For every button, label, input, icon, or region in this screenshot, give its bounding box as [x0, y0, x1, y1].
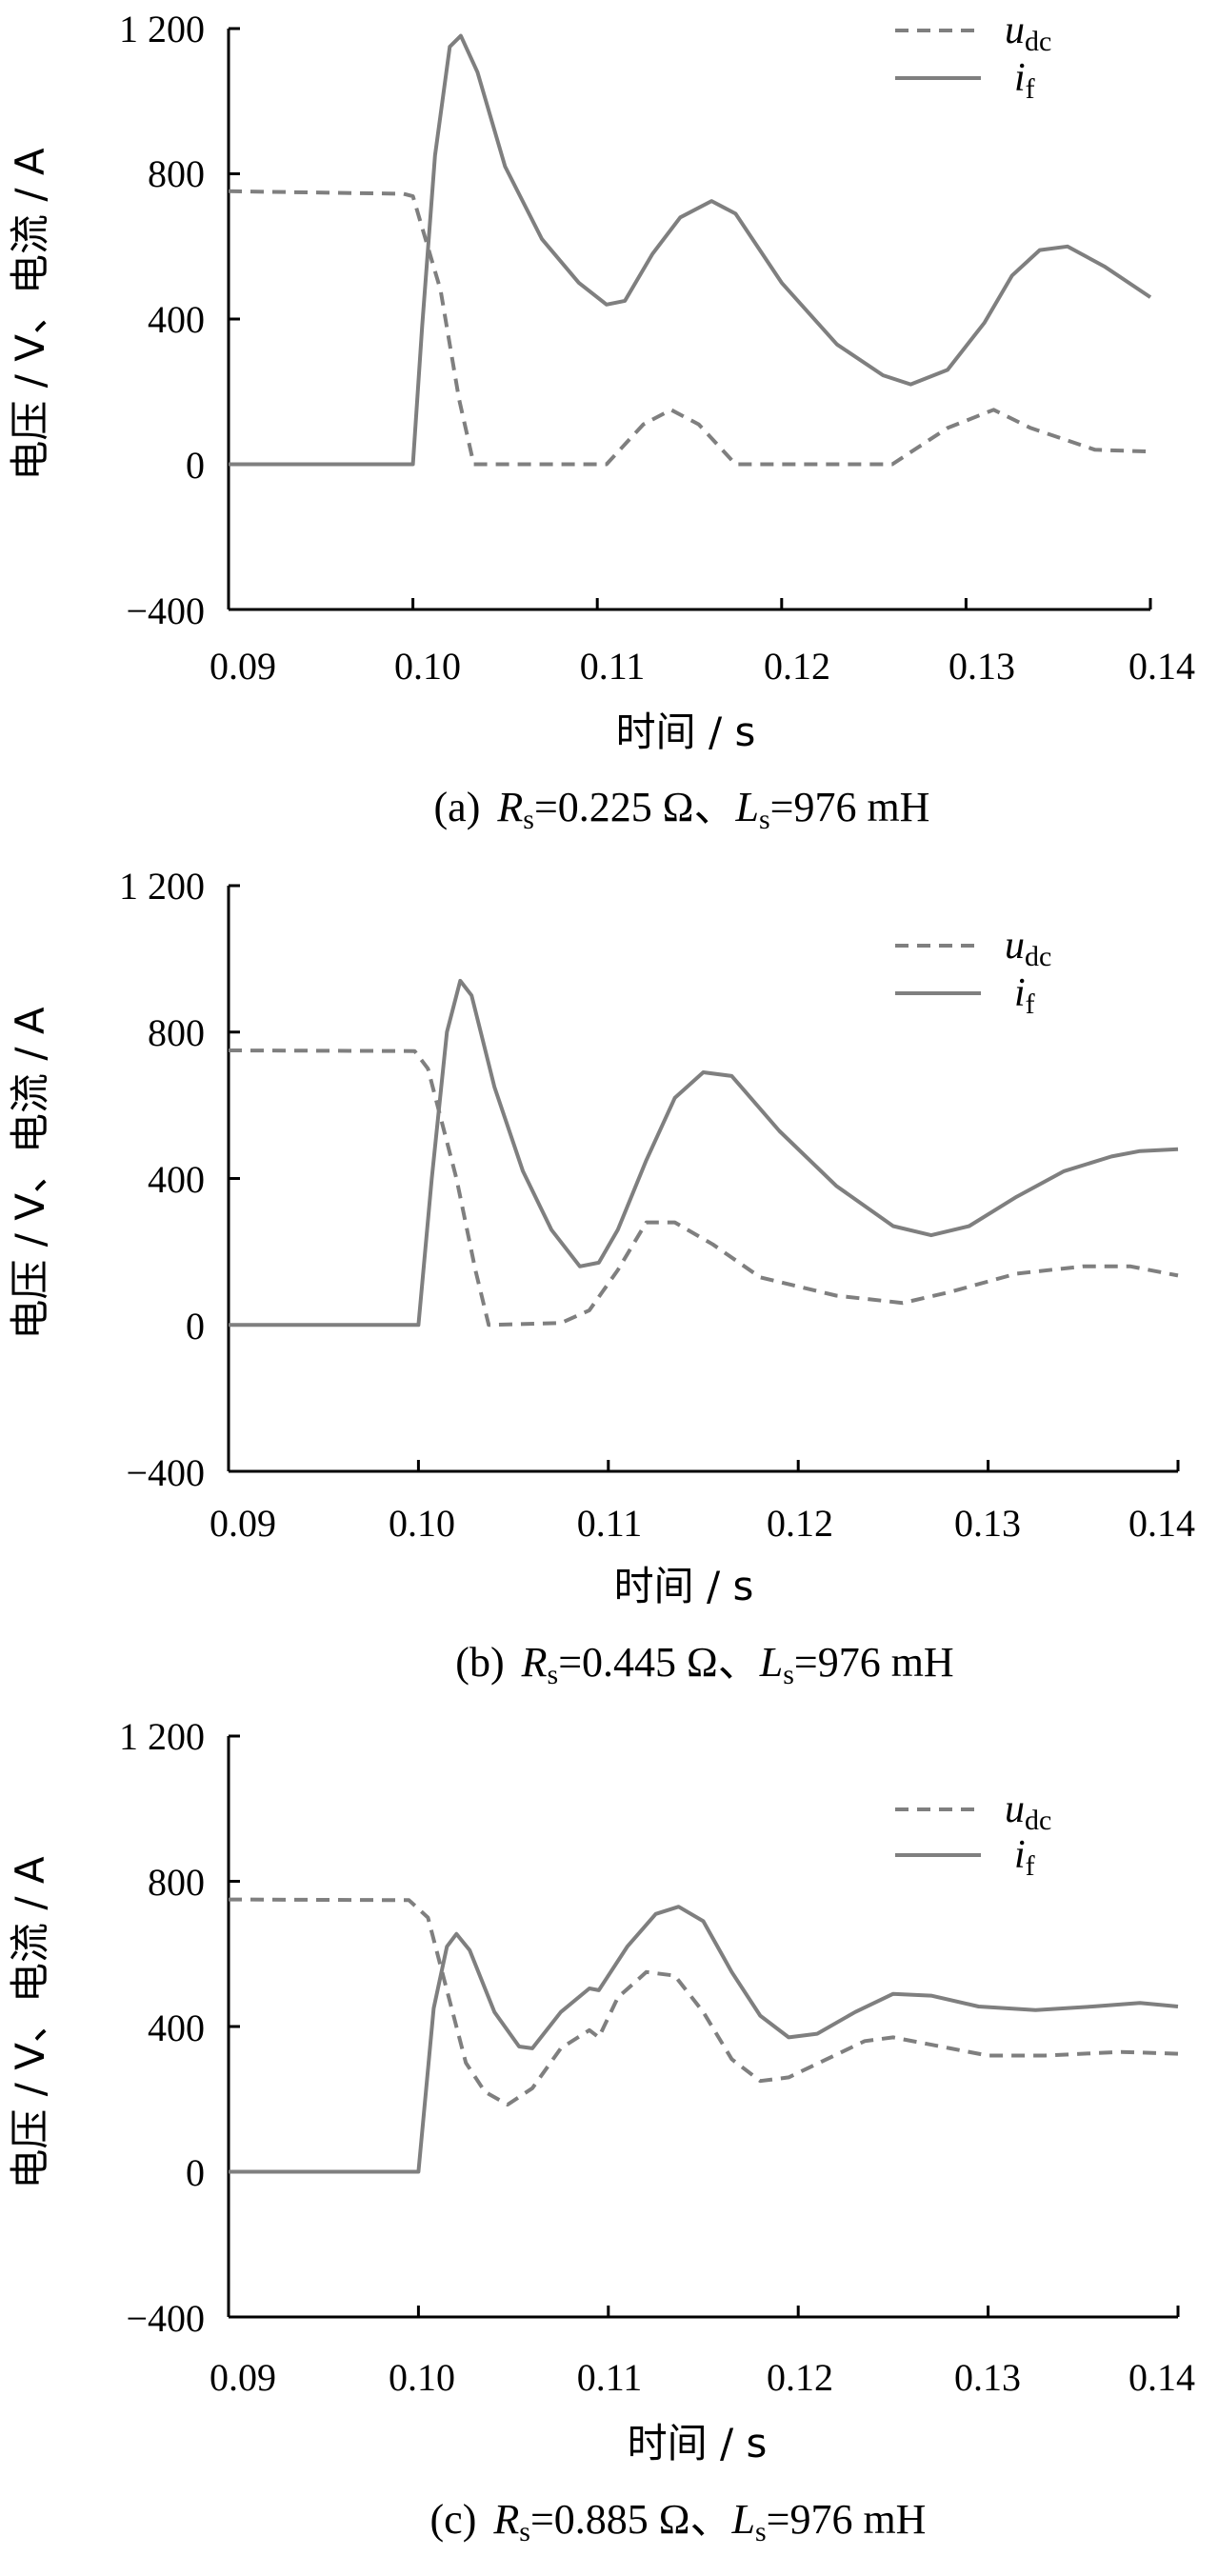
x-tick-label: 0.12 [764, 645, 830, 688]
y-axis-label: 电压 / V、电流 / A [7, 1007, 53, 1339]
y-axis-label: 电压 / V、电流 / A [7, 148, 53, 480]
x-axis-label: 时间 / s [616, 709, 756, 755]
chart-panel-a: 1 200 800 400 0 −400 0.09 0.10 0.11 0.12… [7, 8, 1195, 835]
series-line-i-f [229, 978, 1179, 1328]
x-tick-label: 0.13 [954, 2356, 1021, 2399]
y-tick-label: 400 [148, 2007, 205, 2049]
x-tick-label: 0.12 [767, 2356, 833, 2399]
x-tick-label: 0.12 [767, 1502, 833, 1545]
caption-c: (c) Rs=0.885 Ω、Ls=976 mH [430, 2496, 927, 2547]
y-tick-label: −400 [126, 589, 205, 632]
legend-a: udc if [895, 9, 1051, 105]
x-axis-label: 时间 / s [628, 2420, 768, 2466]
chart-panel-c: 1 200 800 400 0 −400 0.09 0.10 0.11 0.12… [7, 1715, 1195, 2547]
x-tick-label: 0.11 [577, 1502, 643, 1545]
x-tick-label: 0.10 [394, 645, 461, 688]
y-tick-label: 400 [148, 1158, 205, 1201]
y-tick-label: 400 [148, 298, 205, 341]
x-tick-labels-c: 0.09 0.10 0.11 0.12 0.13 0.14 [210, 2356, 1195, 2399]
caption-b: (b) Rs=0.445 Ω、Ls=976 mH [455, 1639, 953, 1690]
y-tick-label: −400 [126, 2297, 205, 2340]
x-tick-label: 0.10 [389, 2356, 455, 2399]
axes-c [227, 1734, 1180, 2319]
series-line-i-f [229, 1905, 1179, 2174]
y-tick-label: 1 200 [119, 8, 205, 50]
x-tick-label: 0.11 [577, 2356, 643, 2399]
x-tick-label: 0.11 [580, 645, 646, 688]
legend-label-i-f: if [1014, 971, 1035, 1020]
y-tick-label: 1 200 [119, 865, 205, 908]
legend-label-i-f: if [1014, 56, 1035, 105]
caption-a: (a) Rs=0.225 Ω、Ls=976 mH [434, 784, 930, 835]
series-layer-a [228, 33, 1152, 467]
y-tick-label: 0 [186, 1305, 205, 1348]
x-tick-label: 0.14 [1128, 645, 1195, 688]
x-tick-label: 0.14 [1128, 1502, 1195, 1545]
series-line-u-dc [228, 1897, 1179, 2107]
y-tick-labels-a: 1 200 800 400 0 −400 [119, 8, 205, 632]
x-tick-label: 0.09 [210, 2356, 276, 2399]
legend-label-u-dc: udc [1005, 924, 1051, 972]
legend-c: udc if [895, 1787, 1051, 1882]
x-tick-label: 0.09 [210, 645, 276, 688]
y-tick-label: 800 [148, 152, 205, 195]
y-tick-label: 800 [148, 1011, 205, 1054]
y-tick-label: 0 [186, 2151, 205, 2194]
y-tick-labels-b: 1 200 800 400 0 −400 [119, 865, 205, 1494]
legend-label-u-dc: udc [1005, 9, 1051, 57]
y-tick-label: 0 [186, 444, 205, 487]
axes-b [227, 884, 1180, 1473]
series-layer-c [228, 1897, 1179, 2174]
series-line-u-dc [228, 189, 1151, 467]
legend-label-i-f: if [1014, 1833, 1035, 1882]
x-tick-label: 0.13 [954, 1502, 1021, 1545]
y-tick-labels-c: 1 200 800 400 0 −400 [119, 1715, 205, 2340]
series-layer-b [228, 978, 1179, 1328]
x-axis-label: 时间 / s [614, 1563, 754, 1609]
chart-panel-b: 1 200 800 400 0 −400 0.09 0.10 0.11 0.12… [7, 865, 1195, 1690]
x-tick-labels-a: 0.09 0.10 0.11 0.12 0.13 0.14 [210, 645, 1195, 688]
x-tick-label: 0.10 [389, 1502, 455, 1545]
y-tick-label: −400 [126, 1451, 205, 1494]
y-tick-label: 800 [148, 1861, 205, 1904]
x-tick-label: 0.13 [948, 645, 1015, 688]
axes-a [227, 27, 1152, 611]
series-line-u-dc [228, 1048, 1179, 1328]
x-tick-label: 0.14 [1128, 2356, 1195, 2399]
y-tick-label: 1 200 [119, 1715, 205, 1758]
series-line-i-f [229, 33, 1152, 467]
x-tick-label: 0.09 [210, 1502, 276, 1545]
y-axis-label: 电压 / V、电流 / A [7, 1856, 53, 2188]
x-tick-labels-b: 0.09 0.10 0.11 0.12 0.13 0.14 [210, 1502, 1195, 1545]
legend-label-u-dc: udc [1005, 1787, 1051, 1836]
legend-b: udc if [895, 924, 1051, 1020]
